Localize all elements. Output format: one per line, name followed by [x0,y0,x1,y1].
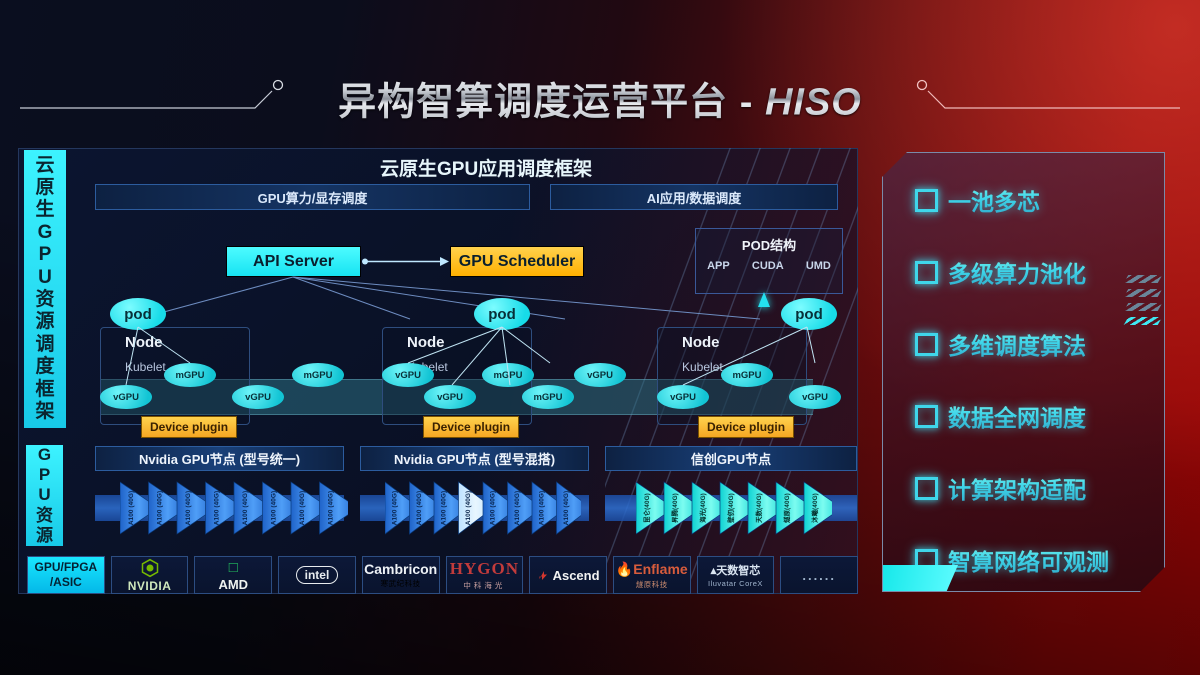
svg-text:壁仞(40G): 壁仞(40G) [726,493,735,523]
svg-text:A100 (40G): A100 (40G) [440,491,447,525]
svg-text:A100 (40G): A100 (40G) [514,491,521,525]
svg-text:A100 (40G): A100 (40G) [157,491,164,525]
svg-text:A100 (40G): A100 (40G) [242,491,249,525]
svg-text:燧原(40G): 燧原(40G) [782,493,791,523]
svg-text:海光(40G): 海光(40G) [698,493,707,523]
svg-text:A100 (40G): A100 (40G) [416,491,423,525]
svg-text:天数(40G): 天数(40G) [754,493,763,523]
svg-text:昆仑(40G): 昆仑(40G) [642,493,651,523]
svg-text:A100 (40G): A100 (40G) [328,491,335,525]
svg-text:A100 (40G): A100 (40G) [299,491,306,525]
svg-text:A100 (40G): A100 (40G) [214,491,221,525]
svg-text:A100 (40G): A100 (40G) [563,491,570,525]
svg-text:A100 (40G): A100 (40G) [391,491,398,525]
svg-text:A100 (40G): A100 (40G) [185,491,192,525]
svg-text:A100 (40G): A100 (40G) [128,491,135,525]
svg-text:A100 (40G): A100 (40G) [271,491,278,525]
svg-text:沐曦(40G): 沐曦(40G) [810,493,819,523]
svg-text:A100 (40G): A100 (40G) [489,491,496,525]
svg-text:昇腾(40G): 昇腾(40G) [670,493,679,523]
svg-text:A100 (40G): A100 (40G) [465,491,472,525]
svg-text:A100 (40G): A100 (40G) [538,491,545,525]
